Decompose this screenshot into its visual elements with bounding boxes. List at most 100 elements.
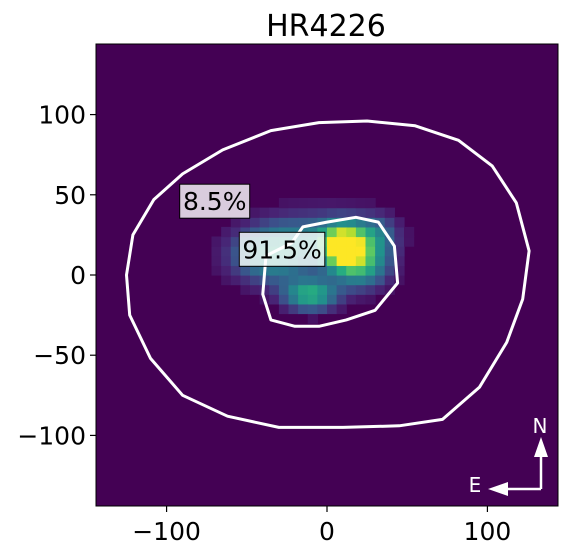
heatmap-cell	[394, 246, 405, 257]
contour-outer	[125, 119, 531, 429]
heatmap-cell	[355, 236, 367, 247]
heatmap-cell	[336, 226, 347, 238]
heatmap-cell	[346, 275, 357, 286]
heatmap-cell	[336, 246, 347, 257]
heatmap-cell	[346, 294, 357, 305]
heatmap-cell	[298, 217, 309, 228]
y-tick-label: −50	[33, 341, 86, 370]
heatmap-cell	[298, 275, 309, 286]
heatmap-cell	[384, 255, 395, 266]
heatmap-cell	[336, 265, 347, 276]
heatmap-cell	[250, 217, 261, 228]
heatmap-cell	[221, 246, 232, 257]
annotation-box	[238, 231, 326, 267]
heatmap-cell	[230, 265, 241, 276]
heatmap-cell	[355, 294, 367, 305]
heatmap-cell	[317, 275, 328, 286]
heatmap-cell	[404, 226, 415, 238]
heatmap-cell	[336, 303, 347, 315]
heatmap-cell	[269, 265, 280, 276]
heatmap-cell	[394, 255, 405, 266]
heatmap-cell	[269, 275, 280, 286]
heatmap-cell	[269, 284, 280, 295]
heatmap-cell	[336, 294, 347, 305]
heatmap-cell	[355, 284, 367, 295]
heatmap-cell	[327, 207, 338, 218]
heatmap-cell	[336, 207, 347, 218]
heatmap-cell	[384, 246, 395, 257]
heatmap-cell	[355, 275, 367, 286]
heatmap-cell	[317, 284, 328, 295]
heatmap-cell	[221, 275, 232, 286]
y-tick-label: −100	[17, 421, 86, 450]
heatmap-cell	[230, 246, 241, 257]
heatmap-cell	[365, 207, 376, 218]
heatmap-cell	[336, 255, 347, 266]
heatmap-cell	[365, 198, 376, 209]
heatmap-cell	[394, 217, 405, 228]
heatmap-cell	[278, 198, 290, 209]
heatmap-cell	[346, 284, 357, 295]
heatmap-cell	[259, 284, 270, 295]
heatmap-cell	[278, 207, 290, 218]
heatmap-cell	[259, 207, 270, 218]
heatmap-cell	[221, 236, 232, 247]
annotation-box	[179, 183, 251, 219]
heatmap-cell	[365, 294, 376, 305]
heatmap-cell	[288, 303, 299, 315]
heatmap-cell	[230, 236, 241, 247]
compass-east-label: E	[469, 473, 482, 497]
heatmap-cell	[346, 217, 357, 228]
heatmap-cell	[307, 294, 318, 305]
compass-north-label: N	[533, 414, 548, 438]
heatmap-cell	[269, 207, 280, 218]
heatmap-cell	[317, 303, 328, 315]
heatmap-cell	[365, 246, 376, 257]
x-tick-label: 0	[319, 517, 335, 546]
heatmap-cell	[288, 284, 299, 295]
heatmap-cell	[346, 207, 357, 218]
y-tick-label: 0	[70, 261, 86, 290]
heatmap-cell	[394, 275, 405, 286]
heatmap-cell	[240, 265, 251, 276]
heatmap-cell	[221, 226, 232, 238]
heatmap-cell	[336, 217, 347, 228]
heatmap-cell	[307, 198, 318, 209]
heatmap-cell	[288, 217, 299, 228]
heatmap-cell	[375, 255, 386, 266]
heatmap-cell	[307, 265, 318, 276]
heatmap-cell	[346, 198, 357, 209]
compass: NE	[469, 414, 548, 497]
heatmap-cell	[384, 265, 395, 276]
percent-annotation: 8.5%	[179, 183, 251, 219]
heatmap-cell	[317, 198, 328, 209]
heatmap-cell	[365, 236, 376, 247]
heatmap-cell	[278, 294, 290, 305]
chart-title: HR4226	[266, 9, 386, 44]
heatmap-cell	[269, 294, 280, 305]
heatmap-cell	[298, 198, 309, 209]
heatmap-cell	[384, 284, 395, 295]
heatmap-cell	[384, 275, 395, 286]
heatmap-cell	[288, 198, 299, 209]
heatmap-cell	[394, 236, 405, 247]
heatmap-cell	[375, 207, 386, 218]
heatmap-cell	[336, 284, 347, 295]
heatmap-cell	[327, 275, 338, 286]
heatmap-cell	[404, 236, 415, 247]
heatmap-cell	[288, 275, 299, 286]
heatmap-cell	[307, 207, 318, 218]
annotations: 8.5% 91.5%	[179, 183, 326, 267]
heatmap-cell	[298, 284, 309, 295]
heatmap-cell	[327, 294, 338, 305]
heatmap-cell	[355, 226, 367, 238]
heatmap-cell	[355, 255, 367, 266]
heatmap-cell	[346, 226, 357, 238]
heatmap-cell	[375, 226, 386, 238]
heatmap-cell	[230, 255, 241, 266]
heatmap-cell	[298, 265, 309, 276]
heatmap-cell	[250, 265, 261, 276]
heatmap-cell	[307, 275, 318, 286]
heatmap-cell	[365, 217, 376, 228]
